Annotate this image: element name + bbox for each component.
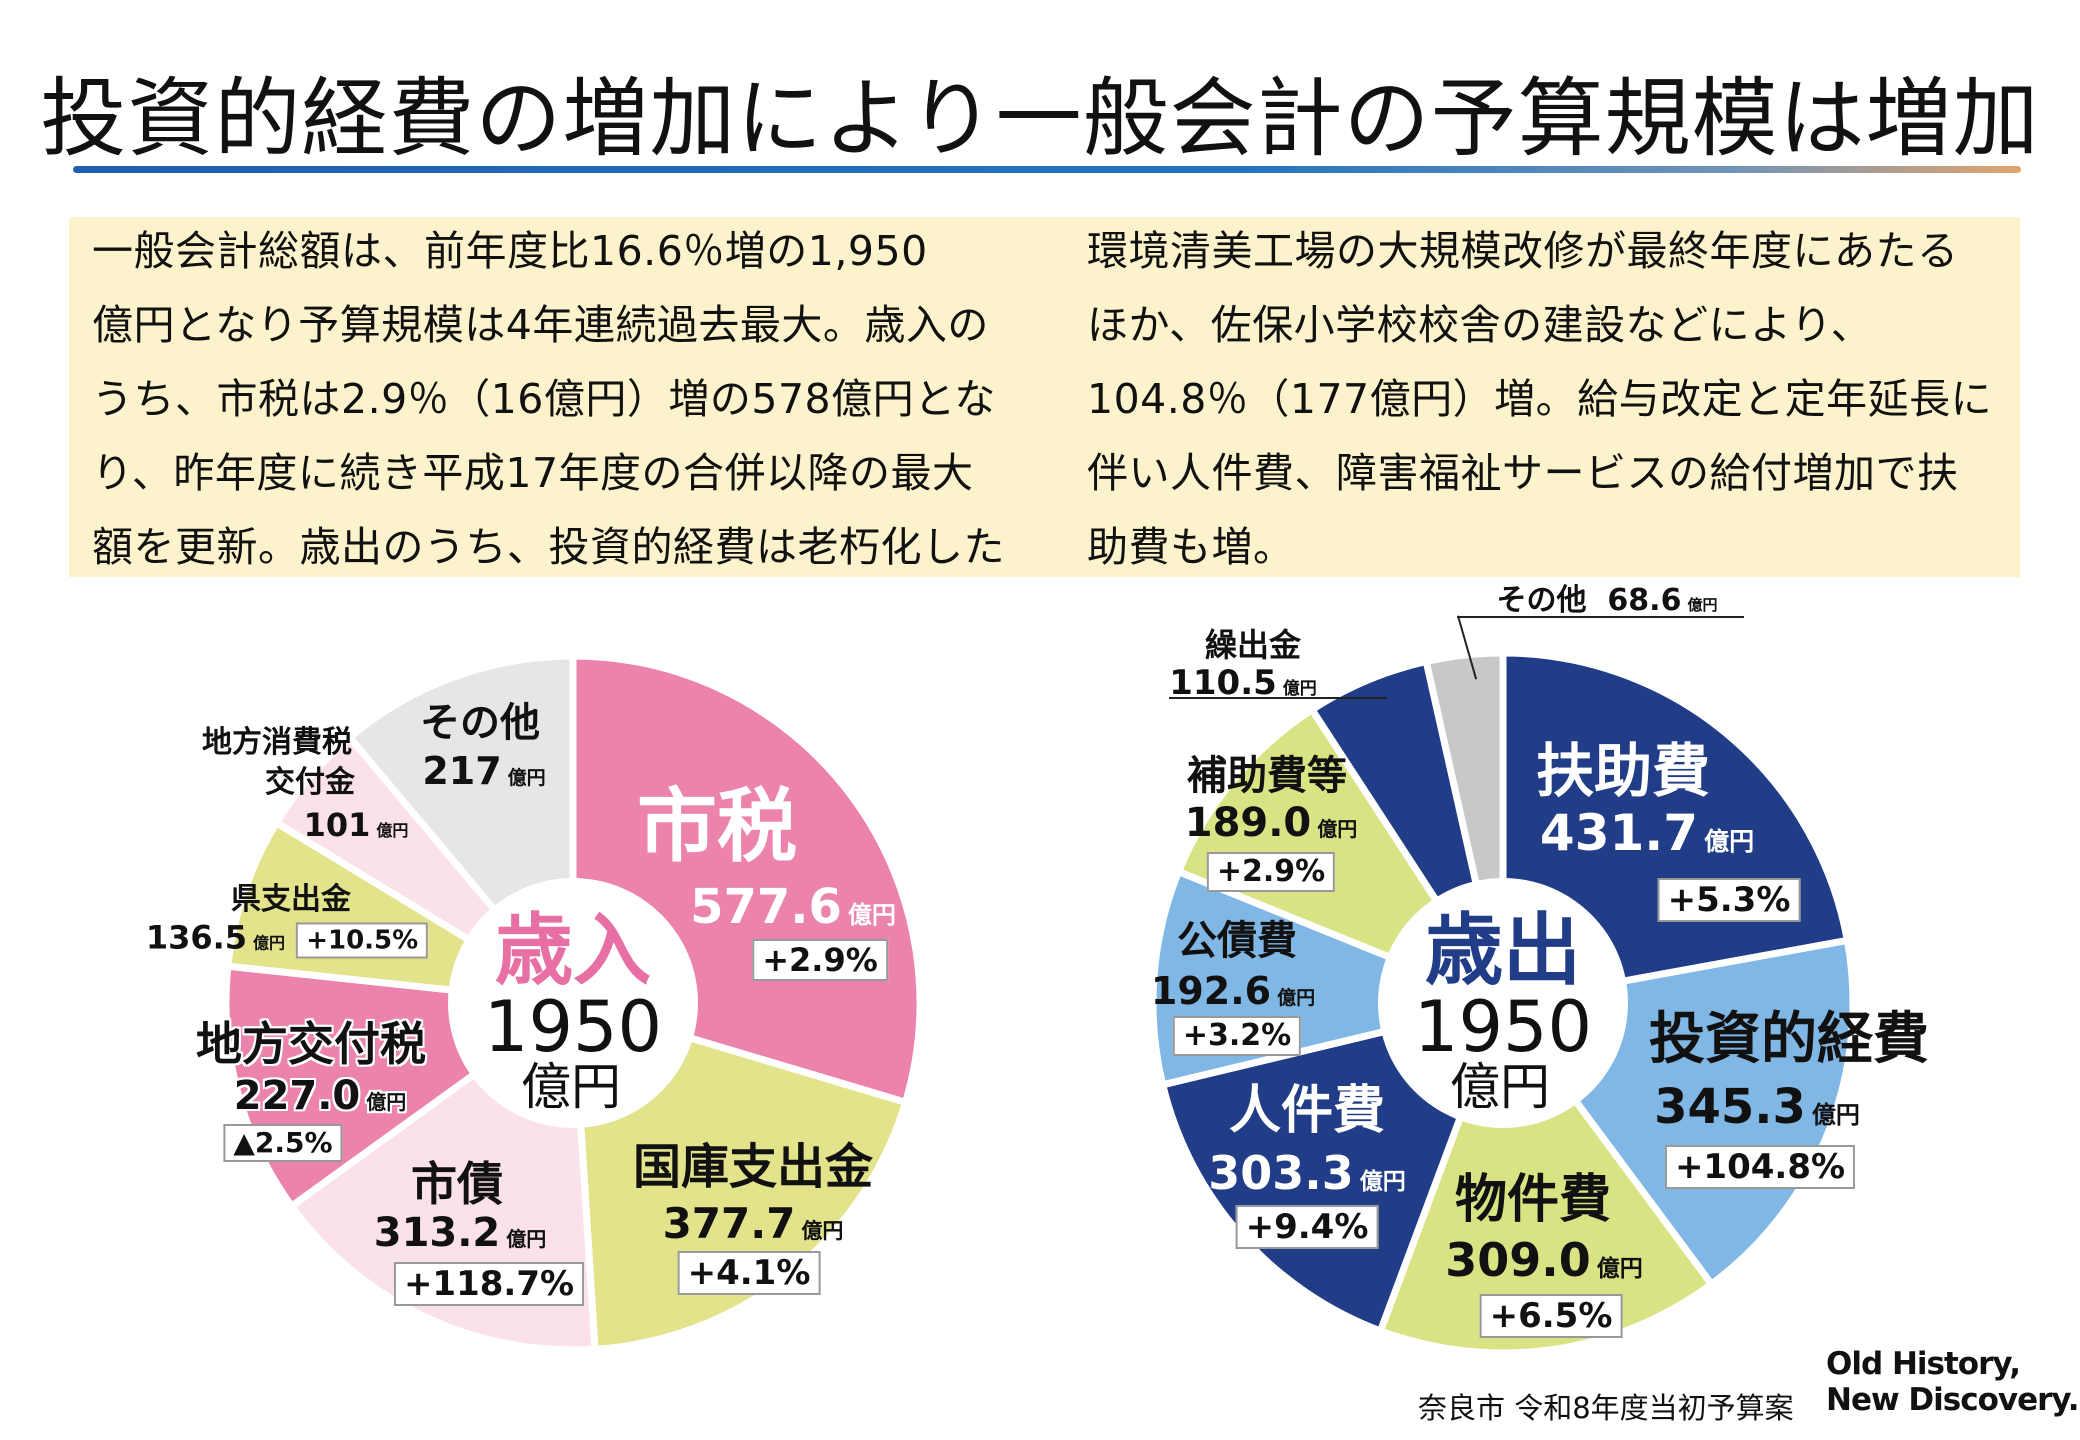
label-personnel-expense: 人件費 bbox=[1228, 1081, 1386, 1141]
summary-line: 伴い人件費、障害福祉サービスの給付増加で扶 bbox=[1087, 449, 1959, 497]
summary-line: 額を更新。歳出のうち、投資的経費は老朽化した bbox=[92, 523, 1005, 571]
label-prefectural-subsidy: 県支出金 bbox=[231, 882, 351, 917]
label-city-bond: 市債 bbox=[411, 1157, 503, 1211]
change-subsidies: +2.9% bbox=[1206, 852, 1336, 892]
logo-line2: New Discovery. bbox=[1826, 1382, 2080, 1418]
summary-box bbox=[69, 217, 2020, 577]
page-title: 投資的経費の増加により一般会計の予算規模は増加 bbox=[40, 69, 2040, 169]
expenditure-title: 歳出 bbox=[1424, 906, 1582, 996]
summary-left-column: 一般会計総額は、前年度比16.6％増の1,950 億円となり予算規模は4年連続過… bbox=[92, 214, 1005, 584]
summary-line: ほか、佐保小学校校舎の建設などにより、 bbox=[1087, 301, 1873, 349]
value-personnel-expense: 303.3 億円 bbox=[1208, 1146, 1406, 1200]
slice-物件費 bbox=[1375, 995, 1717, 1357]
value-national-subsidy: 377.7 億円 bbox=[662, 1199, 844, 1248]
change-goods-expense: +6.5% bbox=[1479, 1294, 1623, 1338]
logo: Old History, New Discovery. bbox=[1826, 1346, 2080, 1418]
logo-line1: Old History, bbox=[1826, 1346, 2021, 1382]
summary-right-column: 環境清美工場の大規模改修が最終年度にあたる ほか、佐保小学校校舎の建設などにより… bbox=[1087, 214, 1992, 584]
summary-line: 環境清美工場の大規模改修が最終年度にあたる bbox=[1087, 227, 1959, 275]
value-transfers: 110.5 億円 bbox=[1169, 663, 1317, 703]
revenue-total: 1950 bbox=[483, 986, 663, 1068]
value-city-bond: 313.2 億円 bbox=[373, 1210, 547, 1256]
label-expenditure-other: その他 68.6 億円 bbox=[1496, 583, 1718, 618]
label-revenue-other: その他 bbox=[420, 700, 540, 746]
summary-line: 億円となり予算規模は4年連続過去最大。歳入の bbox=[92, 301, 989, 349]
expenditure-total: 1950 bbox=[1413, 986, 1593, 1068]
label-subsidies: 補助費等 bbox=[1187, 753, 1347, 799]
revenue-total-unit: 億円 bbox=[521, 1058, 621, 1116]
value-debt-service: 192.6 億円 bbox=[1150, 969, 1316, 1013]
label-goods-expense: 物件費 bbox=[1454, 1170, 1612, 1230]
label-local-consumption-tax-line2: 交付金 bbox=[265, 765, 355, 800]
summary-line: 104.8％（177億円）増。給与改定と定年延長に bbox=[1087, 375, 1993, 423]
label-local-consumption-tax-line1: 地方消費税 bbox=[202, 725, 352, 760]
value-goods-expense: 309.0 億円 bbox=[1445, 1233, 1643, 1287]
change-city-bond: +118.7% bbox=[393, 1262, 585, 1306]
label-debt-service: 公債費 bbox=[1177, 918, 1297, 964]
value-subsidies: 189.0 億円 bbox=[1184, 800, 1358, 846]
summary-line: 助費も増。 bbox=[1087, 523, 1295, 571]
label-local-allocation-tax: 地方交付税 bbox=[196, 1017, 426, 1071]
value-local-allocation-tax: 227.0 億円 bbox=[233, 1073, 407, 1119]
other-leader-line bbox=[1457, 616, 1744, 618]
label-social-assistance: 扶助費 bbox=[1535, 737, 1711, 805]
change-national-subsidy: +4.1% bbox=[677, 1251, 821, 1295]
label-investment-expense: 投資的経費 bbox=[1649, 1007, 1929, 1072]
change-local-allocation-tax: ▲2.5% bbox=[223, 1124, 343, 1162]
transfers-leader-line bbox=[1169, 697, 1387, 699]
summary-line: うち、市税は2.9％（16億円）増の578億円とな bbox=[92, 375, 996, 423]
summary-line: り、昨年度に続き平成17年度の合併以降の最大 bbox=[92, 449, 974, 497]
label-national-subsidy: 国庫支出金 bbox=[632, 1139, 874, 1195]
label-city-tax: 市税 bbox=[637, 780, 797, 873]
expenditure-total-unit: 億円 bbox=[1450, 1058, 1550, 1116]
source-note: 奈良市 令和8年度当初予算案 bbox=[1418, 1391, 1794, 1425]
change-investment-expense: +104.8% bbox=[1664, 1145, 1856, 1189]
value-prefectural-subsidy: 136.5 億円 +10.5% bbox=[146, 922, 429, 959]
value-revenue-other: 217 億円 bbox=[422, 749, 546, 793]
value-social-assistance: 431.7 億円 bbox=[1539, 804, 1755, 862]
revenue-title: 歳入 bbox=[494, 906, 652, 996]
value-local-consumption-tax: 101 億円 bbox=[303, 806, 409, 844]
change-personnel-expense: +9.4% bbox=[1235, 1205, 1379, 1249]
donut-hole bbox=[1378, 878, 1628, 1128]
value-city-tax: 577.6 億円 bbox=[690, 879, 896, 935]
label-transfers: 繰出金 bbox=[1204, 626, 1302, 664]
change-debt-service: +3.2% bbox=[1172, 1016, 1302, 1056]
summary-line: 一般会計総額は、前年度比16.6％増の1,950 bbox=[92, 227, 928, 275]
title-divider bbox=[73, 166, 2021, 173]
change-social-assistance: +5.3% bbox=[1657, 878, 1801, 922]
value-investment-expense: 345.3 億円 bbox=[1654, 1079, 1860, 1135]
change-city-tax: +2.9% bbox=[752, 939, 888, 981]
donut-hole bbox=[448, 878, 698, 1128]
